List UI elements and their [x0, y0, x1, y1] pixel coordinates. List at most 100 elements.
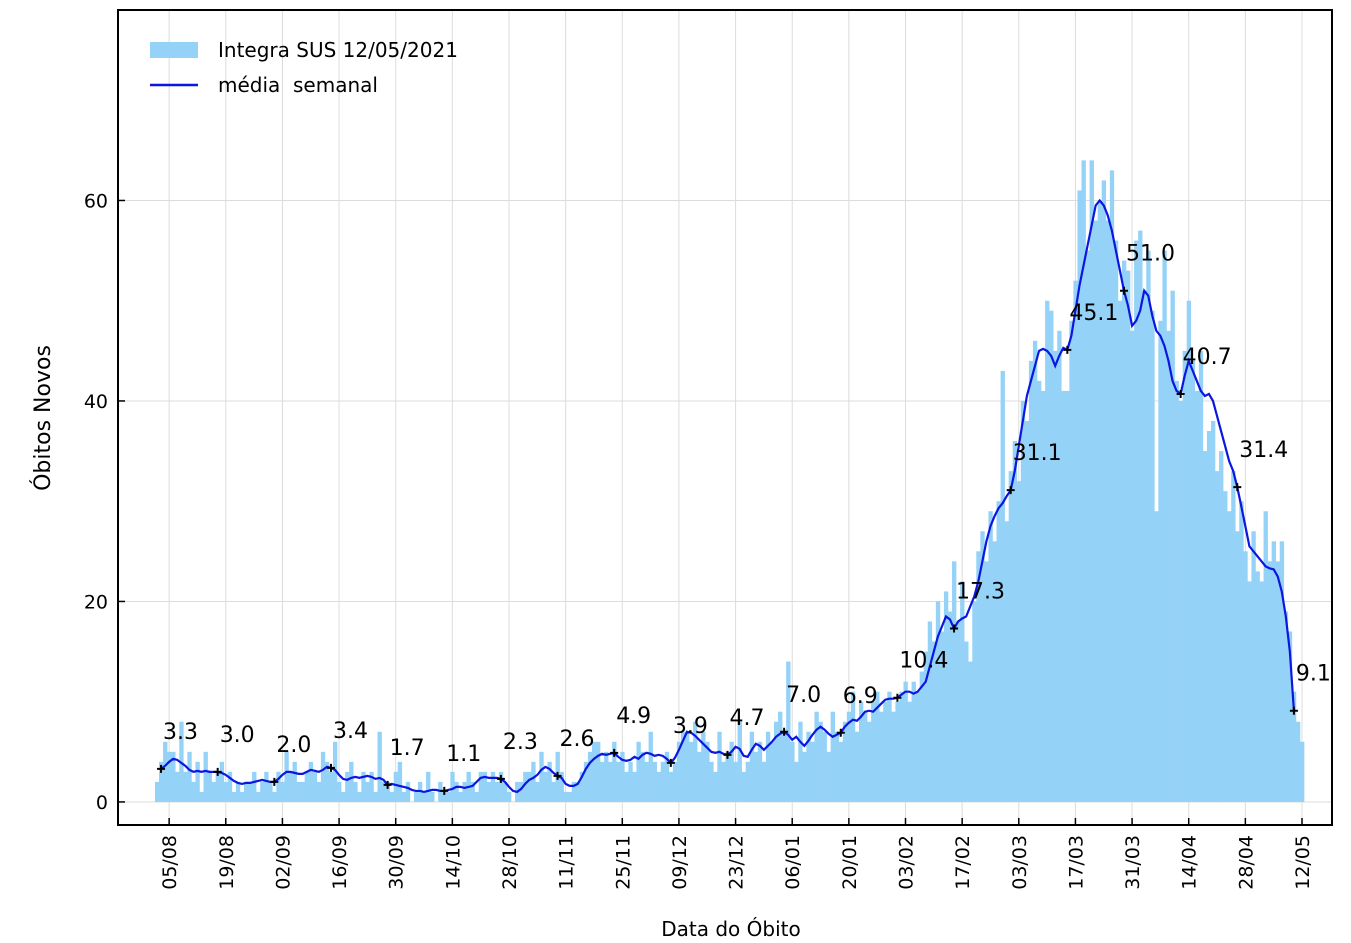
bar [531, 761, 536, 802]
bar [1113, 240, 1119, 802]
point-marker [780, 727, 789, 736]
bar [288, 771, 293, 802]
bar [413, 791, 419, 802]
bar [167, 751, 172, 802]
data-label: 7.0 [786, 683, 821, 708]
bar [846, 711, 852, 802]
bar [264, 771, 269, 802]
bar [243, 781, 249, 802]
bar [1259, 581, 1264, 802]
bar [1271, 541, 1277, 802]
x-tick-label: 03/03 [1009, 835, 1031, 890]
bar [458, 791, 463, 802]
bar [939, 631, 945, 802]
bar [680, 731, 686, 802]
bar [296, 781, 301, 802]
bar [1134, 240, 1139, 802]
bar [672, 761, 678, 802]
bar [203, 751, 208, 802]
bar [195, 761, 200, 802]
point-marker [383, 780, 392, 789]
point-marker [1006, 486, 1015, 495]
x-tick-label: 14/10 [442, 835, 464, 890]
bar [474, 791, 479, 802]
bar [223, 781, 229, 802]
bar [1093, 220, 1098, 802]
bar [207, 771, 212, 802]
bar [749, 731, 755, 802]
bar [887, 691, 892, 802]
bar [1073, 280, 1078, 802]
bar [389, 791, 394, 802]
bar [822, 731, 827, 802]
bar [879, 711, 884, 802]
bar [235, 781, 241, 802]
bar [1219, 451, 1224, 802]
y-tick-label: 60 [84, 190, 108, 212]
bar [535, 781, 540, 802]
bar [498, 771, 504, 802]
bar [858, 701, 864, 802]
bar [656, 771, 662, 802]
bar [1247, 581, 1252, 802]
bar [652, 761, 657, 802]
bar [927, 621, 933, 802]
bar [490, 771, 496, 802]
bar [684, 731, 690, 802]
bar [1215, 471, 1220, 802]
x-tick-label: 14/04 [1179, 835, 1201, 890]
bar [620, 751, 625, 802]
x-tick-label: 23/12 [726, 835, 748, 890]
bar [854, 731, 860, 802]
bar [745, 761, 751, 802]
bar [357, 791, 362, 802]
bar [1299, 741, 1305, 802]
bar [952, 561, 957, 802]
bar [1239, 501, 1244, 802]
bar [786, 661, 791, 802]
x-tick-label: 12/05 [1292, 835, 1314, 890]
bar [1162, 250, 1167, 802]
bar [341, 791, 346, 802]
bar [385, 781, 390, 802]
bar [964, 641, 969, 802]
bar [430, 791, 435, 802]
bar [171, 751, 176, 802]
x-tick-label: 03/02 [895, 835, 917, 890]
bar [1275, 561, 1281, 802]
point-marker [157, 764, 166, 773]
bar [919, 671, 925, 802]
bar [757, 741, 763, 802]
data-label: 4.9 [616, 704, 651, 729]
bar [1024, 421, 1030, 802]
bar [713, 771, 718, 802]
bar [1279, 541, 1285, 802]
bar [717, 731, 722, 802]
bar [175, 771, 180, 802]
bar [765, 731, 771, 802]
x-tick-label: 20/01 [839, 835, 861, 890]
bar [539, 751, 544, 802]
bar [604, 751, 609, 802]
bar [810, 741, 815, 802]
bar [753, 751, 759, 802]
point-marker [610, 748, 619, 757]
bar [324, 761, 330, 802]
data-label: 1.7 [390, 736, 425, 761]
bar [818, 721, 823, 802]
bar [284, 751, 289, 802]
bar [551, 781, 556, 802]
bar [486, 781, 492, 802]
bar [397, 761, 403, 802]
bar [231, 791, 237, 802]
bar [470, 781, 475, 802]
bar [1223, 491, 1228, 802]
bar [405, 781, 411, 802]
bar [778, 711, 783, 802]
bar [911, 681, 916, 802]
bar [1036, 380, 1042, 802]
bar [494, 781, 500, 802]
bar [1263, 511, 1268, 802]
x-axis-label: Data do Óbito [661, 917, 800, 941]
